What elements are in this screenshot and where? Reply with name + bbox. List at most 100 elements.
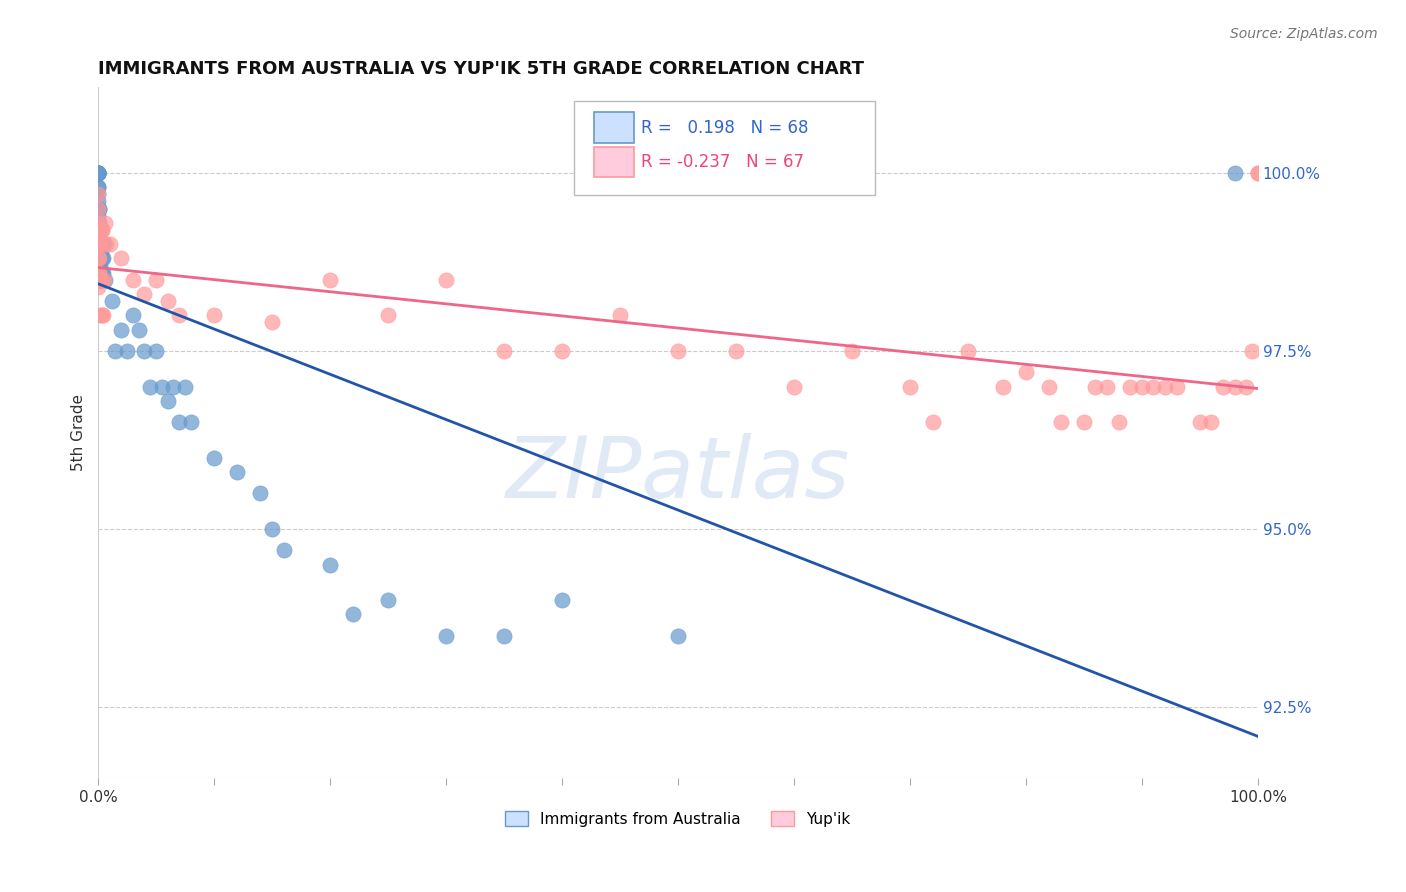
Point [87,216,110,230]
Point [87,194,110,209]
Point [101,294,124,309]
Point [128,323,150,337]
Point [1234,379,1257,393]
Point [87,209,110,223]
Point [89,309,111,323]
Point [1212,379,1234,393]
Point [87,237,110,252]
Point [1084,379,1107,393]
Point [87,252,110,266]
Point [956,343,979,358]
Point [89,237,111,252]
Point [89,259,111,273]
Point [89,252,111,266]
Point [89,223,111,237]
Point [145,343,167,358]
Point [115,343,138,358]
Point [162,379,184,393]
Point [139,379,162,393]
Point [260,316,283,330]
Point [1154,379,1177,393]
Point [89,252,111,266]
FancyBboxPatch shape [595,147,634,178]
Point [90,237,112,252]
Y-axis label: 5th Grade: 5th Grade [72,394,86,471]
Point [377,593,399,607]
Point [87,166,110,180]
Text: ZIPatlas: ZIPatlas [506,433,851,516]
Point [342,607,364,622]
Point [87,266,110,280]
Point [87,216,110,230]
Legend: Immigrants from Australia, Yup'ik: Immigrants from Australia, Yup'ik [499,805,856,833]
Point [319,558,342,572]
Point [319,273,342,287]
Point [87,202,110,216]
Point [202,450,225,465]
Point [87,237,110,252]
Point [90,309,112,323]
Point [87,180,110,194]
Point [94,273,117,287]
Point [87,202,110,216]
Point [1240,343,1263,358]
Point [783,379,806,393]
Point [89,237,111,252]
Point [1166,379,1188,393]
Text: R = -0.237   N = 67: R = -0.237 N = 67 [641,153,804,171]
Point [202,309,225,323]
Point [91,223,114,237]
Point [434,629,457,643]
Point [249,486,271,500]
Point [551,343,574,358]
Point [87,166,110,180]
Point [167,415,190,429]
Point [98,237,121,252]
Point [724,343,747,358]
Point [94,216,117,230]
Point [922,415,945,429]
Point [89,273,111,287]
Point [180,415,202,429]
Point [91,252,114,266]
Text: IMMIGRANTS FROM AUSTRALIA VS YUP'IK 5TH GRADE CORRELATION CHART: IMMIGRANTS FROM AUSTRALIA VS YUP'IK 5TH … [98,60,865,78]
Point [87,166,110,180]
Point [87,187,110,202]
Point [89,266,111,280]
Point [1223,379,1246,393]
Point [91,266,114,280]
Point [1130,379,1153,393]
Point [1247,166,1270,180]
Point [666,629,689,643]
Point [104,343,127,358]
Point [90,273,112,287]
Point [87,166,110,180]
Point [87,166,110,180]
Point [90,223,112,237]
Point [87,202,110,216]
Point [666,343,689,358]
Point [87,166,110,180]
Point [87,166,110,180]
Point [991,379,1014,393]
Point [551,593,574,607]
Point [1073,415,1095,429]
Point [150,379,173,393]
Point [90,273,112,287]
Point [90,266,112,280]
Point [93,237,115,252]
Point [1142,379,1164,393]
Point [492,629,515,643]
Point [841,343,863,358]
Point [87,166,110,180]
Text: Source: ZipAtlas.com: Source: ZipAtlas.com [1230,27,1378,41]
Point [121,273,143,287]
Point [377,309,399,323]
Point [89,252,111,266]
Point [156,294,179,309]
Point [260,522,283,536]
Point [93,273,115,287]
Point [1108,415,1130,429]
Point [91,309,114,323]
Point [89,252,111,266]
